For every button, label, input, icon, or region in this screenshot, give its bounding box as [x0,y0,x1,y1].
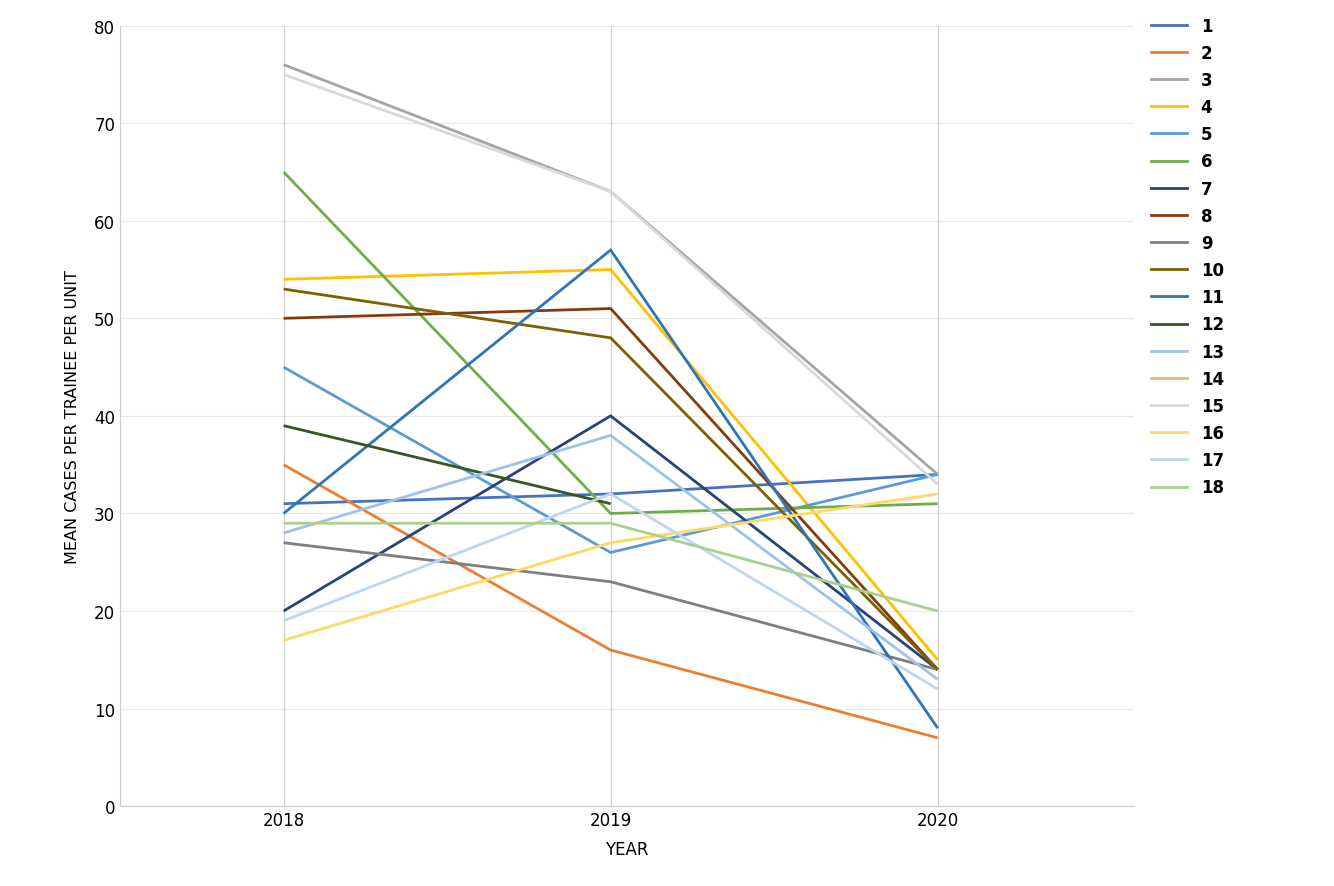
Line: 7: 7 [284,416,938,670]
Line: 17: 17 [284,494,938,689]
4 [276,275,292,285]
6 [276,167,292,178]
Line: 11: 11 [284,251,938,728]
10 [276,284,292,295]
Line: 5: 5 [284,368,938,553]
17 [603,489,619,500]
15 [603,187,619,198]
Line: 18: 18 [284,524,938,611]
16 [603,538,619,548]
3 [603,187,619,198]
2 [276,460,292,470]
16 [276,635,292,646]
7 [930,664,946,675]
1 [276,499,292,509]
16 [930,489,946,500]
18 [930,606,946,617]
Line: 13: 13 [284,436,938,680]
Line: 1: 1 [284,475,938,504]
4 [930,655,946,665]
12 [603,499,619,509]
13 [930,674,946,685]
Legend: 1, 2, 3, 4, 5, 6, 7, 8, 9, 10, 11, 12, 13, 14, 15, 16, 17, 18: 1, 2, 3, 4, 5, 6, 7, 8, 9, 10, 11, 12, 1… [1145,11,1230,503]
7 [603,411,619,422]
10 [603,333,619,344]
11 [603,245,619,256]
Line: 6: 6 [284,173,938,514]
5 [603,548,619,558]
X-axis label: YEAR: YEAR [606,840,648,859]
18 [276,518,292,529]
9 [603,577,619,587]
17 [930,684,946,695]
1 [930,470,946,480]
9 [276,538,292,548]
18 [603,518,619,529]
Line: 8: 8 [284,309,938,670]
Y-axis label: MEAN CASES PER TRAINEE PER UNIT: MEAN CASES PER TRAINEE PER UNIT [65,269,80,563]
15 [276,70,292,81]
3 [930,470,946,480]
Line: 15: 15 [284,75,938,485]
5 [930,470,946,480]
1 [603,489,619,500]
Line: 12: 12 [284,426,611,504]
Line: 16: 16 [284,494,938,641]
7 [276,606,292,617]
4 [603,265,619,276]
Line: 4: 4 [284,270,938,660]
5 [276,362,292,373]
Line: 10: 10 [284,290,938,670]
3 [276,60,292,71]
6 [930,499,946,509]
Line: 2: 2 [284,465,938,738]
2 [930,733,946,743]
9 [930,664,946,675]
6 [603,509,619,519]
8 [930,664,946,675]
2 [603,645,619,656]
13 [276,528,292,539]
8 [603,304,619,315]
8 [276,314,292,324]
Line: 3: 3 [284,66,938,475]
11 [930,723,946,734]
Line: 9: 9 [284,543,938,670]
17 [276,616,292,626]
13 [603,431,619,441]
12 [276,421,292,431]
11 [276,509,292,519]
10 [930,664,946,675]
15 [930,479,946,490]
